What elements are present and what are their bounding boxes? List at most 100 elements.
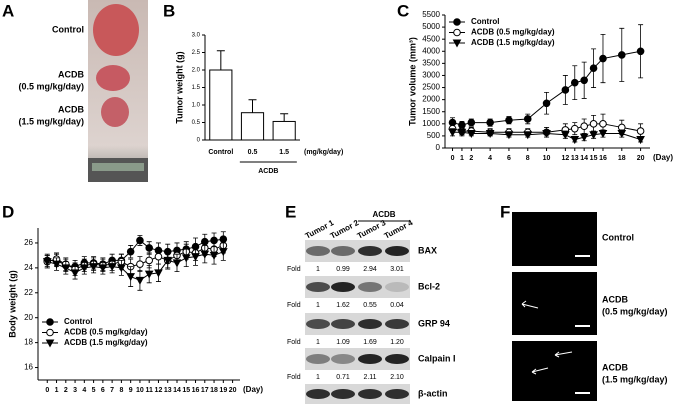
marker <box>580 122 588 131</box>
marker <box>154 269 163 278</box>
fold-label: Fold <box>287 302 301 309</box>
panel-letter: C <box>397 1 409 20</box>
legend-marker <box>453 28 461 37</box>
band <box>385 246 409 256</box>
x-tick-label: 1 <box>460 155 464 162</box>
legend-label: Control <box>471 17 499 26</box>
x-axis-label: (Day) <box>653 153 673 162</box>
x-tick-label: 0 <box>45 387 49 394</box>
dose-label: (1.5 mg/kg/day) <box>602 374 668 384</box>
x-tick-label: 17 <box>201 387 209 394</box>
fluorescence-fields <box>512 212 597 401</box>
x-axis-label: (Day) <box>243 385 263 394</box>
group-label: ACDB <box>372 210 395 219</box>
band <box>358 354 382 364</box>
y-tick-label: 3000 <box>422 71 440 80</box>
marker <box>485 129 495 139</box>
x-tick-label: 2 <box>64 387 68 394</box>
legend-marker <box>46 328 54 337</box>
band <box>331 282 355 292</box>
x-tick-label: 14 <box>173 387 181 394</box>
panel-letter: F <box>500 202 510 221</box>
fold-value: 0.71 <box>336 374 350 381</box>
y-tick-label: 3500 <box>422 58 440 67</box>
marker <box>486 118 494 127</box>
x-tick-label: 8 <box>526 155 530 162</box>
group-label: ACDB <box>58 69 84 79</box>
marker <box>136 260 144 268</box>
fold-value: 1.09 <box>336 339 350 346</box>
marker <box>636 136 645 145</box>
y-tick-label: 4000 <box>422 46 440 55</box>
y-tick-label: 2000 <box>422 95 440 104</box>
y-tick-label: 1500 <box>422 107 440 116</box>
marker <box>561 131 570 140</box>
legend-label: ACDB (0.5 mg/kg/day) <box>471 28 555 37</box>
x-tick-label: 13 <box>571 155 579 162</box>
marker <box>457 128 467 137</box>
x-tick-label: 11 <box>145 387 153 394</box>
y-tick-label: 18 <box>24 338 33 347</box>
marker <box>589 120 598 128</box>
panel-letter: B <box>163 1 175 20</box>
marker <box>154 252 163 261</box>
marker <box>589 131 598 140</box>
fold-value: 0.55 <box>363 302 377 309</box>
group-label: ACDB <box>258 168 278 175</box>
marker <box>126 247 135 256</box>
bar <box>209 69 233 141</box>
x-tick-label: 15 <box>182 387 190 394</box>
marker <box>523 131 533 140</box>
marker <box>136 236 144 245</box>
marker <box>542 99 551 108</box>
marker <box>126 273 135 282</box>
marker <box>561 86 570 94</box>
x-tick-label: 18 <box>618 155 626 162</box>
marker <box>570 78 579 87</box>
fold-value: 3.01 <box>390 266 404 273</box>
marker <box>599 120 607 128</box>
fold-value: 2.94 <box>363 266 377 273</box>
y-tick-label: 26 <box>24 238 33 247</box>
band <box>358 389 382 399</box>
marker <box>172 259 182 268</box>
x-tick-label: 0 <box>451 155 455 162</box>
marker <box>52 260 61 269</box>
y-tick-label: 2500 <box>422 83 440 92</box>
group-label: ACDB <box>602 362 628 372</box>
band <box>331 246 355 256</box>
fold-label: Fold <box>287 374 301 381</box>
marker <box>636 127 645 135</box>
fold-label: Fold <box>287 266 301 273</box>
error-bar <box>216 50 225 70</box>
fold-value: 0.04 <box>390 302 404 309</box>
bar <box>240 112 265 141</box>
group-label: ACDB <box>58 104 84 114</box>
panel-letter: D <box>2 202 14 221</box>
marker <box>144 270 154 279</box>
x-tick-label: 6 <box>507 155 511 162</box>
band <box>306 319 330 329</box>
protein-label: Calpain I <box>418 353 456 363</box>
band <box>358 319 382 329</box>
marker <box>636 47 645 56</box>
band <box>358 282 382 292</box>
protein-label: GRP 94 <box>418 318 450 328</box>
legend-marker <box>452 39 462 48</box>
y-tick-label: 4500 <box>422 34 440 43</box>
protein-label: β-actin <box>418 388 448 398</box>
marker <box>570 124 579 133</box>
y-tick-label: 1.5 <box>192 85 201 91</box>
x-tick-label: 1 <box>55 387 59 394</box>
y-tick-label: 0.5 <box>192 120 201 126</box>
marker <box>70 269 80 278</box>
band <box>385 354 409 364</box>
marker <box>580 76 588 85</box>
fold-value: 2.11 <box>363 374 376 381</box>
error-bar <box>280 113 289 122</box>
fold-value: 1.20 <box>390 339 404 346</box>
fold-value: 1 <box>316 339 320 346</box>
x-tick-label: 3 <box>73 387 77 394</box>
band <box>306 282 330 292</box>
x-tick-label: 2 <box>469 155 473 162</box>
